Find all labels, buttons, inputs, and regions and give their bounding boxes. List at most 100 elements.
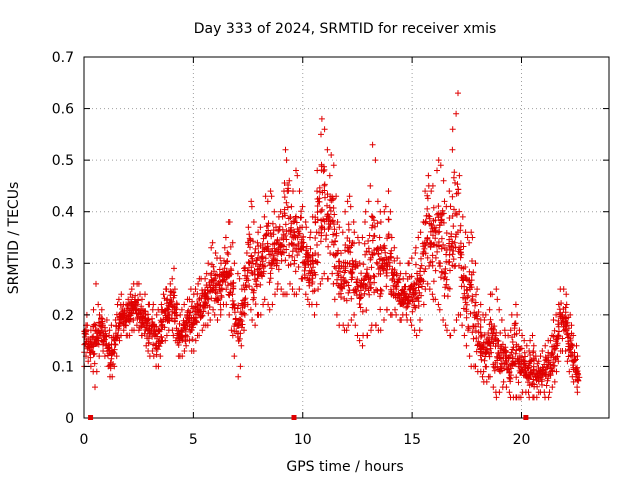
data-point	[574, 370, 581, 377]
data-point	[469, 234, 476, 241]
data-point	[279, 242, 286, 249]
data-point	[264, 240, 271, 247]
data-point	[453, 211, 460, 218]
data-point	[457, 240, 464, 247]
data-point	[472, 299, 479, 306]
data-point	[169, 327, 176, 334]
data-point	[246, 283, 253, 290]
data-point	[347, 203, 354, 210]
data-point	[472, 327, 479, 334]
data-point	[354, 276, 361, 283]
data-point	[510, 344, 517, 351]
data-point	[120, 327, 127, 334]
data-point	[199, 327, 206, 334]
data-point	[299, 203, 306, 210]
data-point	[87, 354, 94, 361]
data-point	[356, 239, 363, 246]
data-point	[250, 238, 257, 245]
data-point	[555, 317, 562, 324]
data-point	[456, 172, 463, 179]
data-point	[286, 252, 293, 259]
data-point	[212, 250, 219, 256]
data-point	[99, 315, 106, 322]
data-point	[567, 344, 574, 351]
data-point	[208, 244, 215, 251]
data-point	[324, 202, 330, 209]
data-point	[539, 348, 546, 354]
data-point	[226, 311, 233, 318]
data-point	[224, 249, 231, 256]
data-point	[522, 353, 529, 360]
data-point	[238, 318, 245, 324]
data-point	[359, 342, 366, 349]
data-point	[173, 306, 180, 313]
data-point	[507, 378, 514, 385]
data-point	[534, 375, 541, 382]
data-point	[133, 322, 140, 329]
data-point	[115, 325, 122, 332]
data-point	[513, 347, 520, 354]
data-point	[409, 298, 416, 305]
data-point	[472, 260, 479, 267]
data-point	[271, 245, 278, 252]
axis-marker	[88, 415, 94, 420]
data-point	[205, 296, 212, 303]
y-tick-label: 0	[65, 411, 74, 427]
data-point	[253, 257, 260, 264]
data-point	[312, 271, 319, 278]
data-point	[457, 222, 464, 229]
data-point	[238, 342, 245, 349]
data-point	[352, 322, 359, 329]
data-point	[563, 301, 570, 308]
data-point	[171, 265, 177, 272]
data-point	[317, 238, 324, 245]
data-point	[550, 317, 557, 323]
data-point	[267, 275, 274, 282]
data-point	[497, 330, 504, 336]
data-point	[267, 230, 274, 236]
data-point	[325, 243, 332, 250]
data-point	[293, 167, 299, 174]
data-point	[254, 239, 261, 246]
data-point	[295, 264, 302, 270]
data-point	[255, 249, 262, 256]
data-point	[450, 223, 457, 230]
data-point	[486, 306, 493, 313]
data-point	[424, 254, 431, 261]
data-point	[565, 325, 572, 332]
data-point	[279, 226, 286, 233]
data-point	[276, 223, 283, 230]
data-point	[130, 317, 137, 324]
data-point	[192, 337, 199, 344]
data-point	[487, 373, 493, 380]
y-tick-label: 0.6	[52, 102, 74, 118]
data-point	[281, 194, 288, 201]
data-point	[181, 348, 188, 354]
data-point	[248, 203, 255, 210]
data-point	[184, 333, 191, 340]
data-point	[496, 389, 503, 396]
data-point	[336, 258, 343, 265]
data-point	[158, 301, 165, 308]
data-point	[463, 342, 470, 349]
data-point	[245, 277, 252, 284]
data-point	[112, 317, 119, 323]
data-point	[247, 244, 253, 251]
data-point	[366, 291, 373, 298]
data-point	[253, 278, 260, 285]
data-point	[463, 306, 470, 313]
data-point	[307, 229, 314, 236]
data-point	[345, 289, 352, 296]
data-point	[162, 337, 169, 344]
data-point	[277, 208, 284, 215]
data-point	[282, 146, 289, 153]
data-point	[361, 290, 368, 297]
data-point	[291, 260, 298, 267]
data-point	[366, 281, 373, 287]
data-point	[223, 301, 230, 308]
data-point	[507, 372, 514, 379]
data-point	[273, 262, 280, 269]
data-point	[545, 371, 552, 377]
data-point	[262, 232, 269, 239]
data-point	[181, 301, 188, 308]
